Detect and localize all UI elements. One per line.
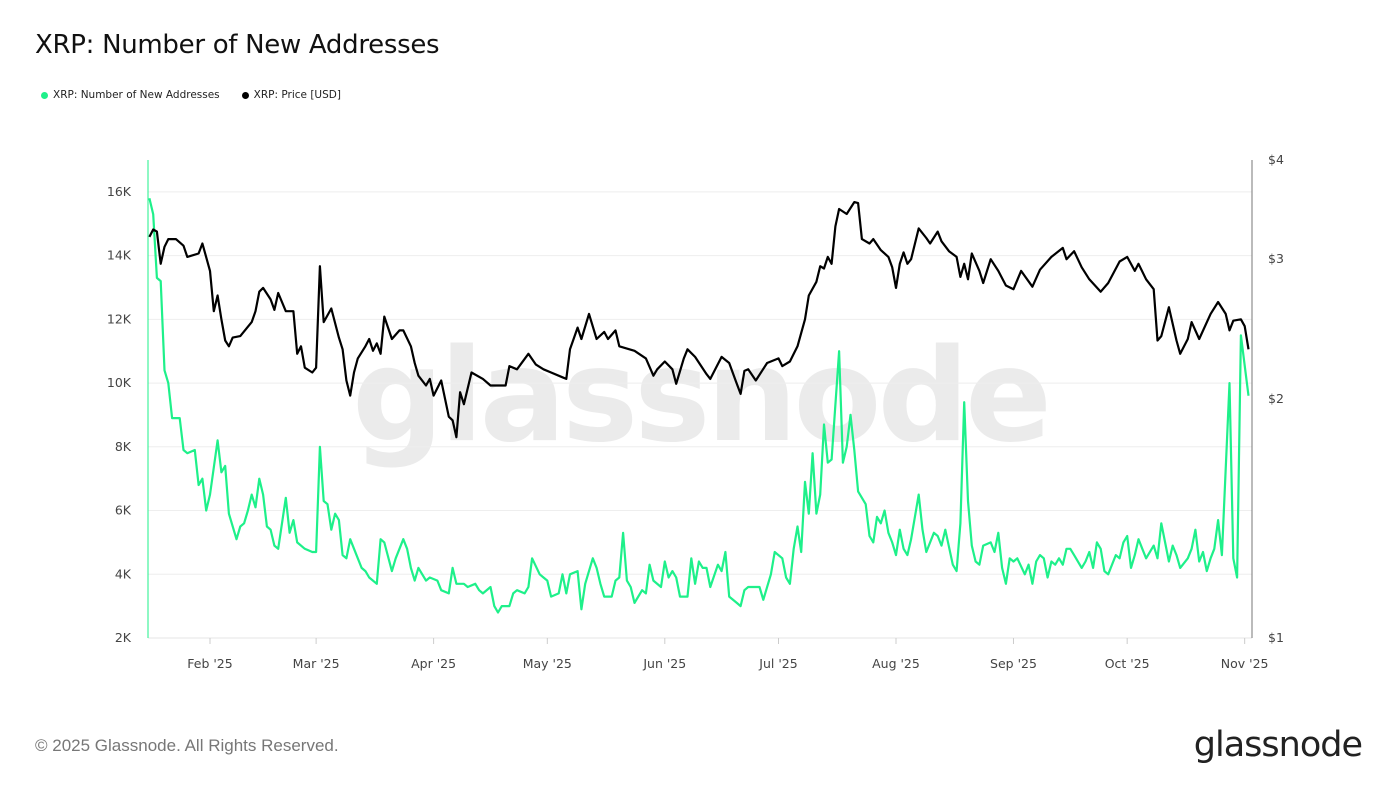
- left-axis-tick-label: 2K: [115, 630, 132, 645]
- x-axis-tick-label: Feb '25: [187, 656, 232, 671]
- right-axis-tick-label: $1: [1268, 630, 1284, 645]
- x-axis-tick-label: Nov '25: [1221, 656, 1269, 671]
- chart-title: XRP: Number of New Addresses: [35, 30, 440, 60]
- series-line-new-addresses: [148, 197, 1250, 614]
- series-line-price: [148, 201, 1250, 439]
- legend: XRP: Number of New Addresses XRP: Price …: [41, 89, 341, 101]
- left-axis-tick-label: 4K: [115, 566, 132, 581]
- left-axis-tick-label: 16K: [107, 184, 132, 199]
- watermark: glassnode: [352, 322, 1048, 471]
- left-axis-tick-label: 12K: [107, 311, 132, 326]
- right-axis-tick-label: $4: [1268, 152, 1284, 167]
- x-axis-tick-label: Sep '25: [990, 656, 1037, 671]
- legend-dot-green-icon: [41, 91, 48, 99]
- left-axis-tick-label: 10K: [107, 375, 132, 390]
- x-axis-tick-label: Aug '25: [872, 656, 920, 671]
- gridlines: [148, 191, 1252, 575]
- glassnode-logo[interactable]: glassnode: [1193, 725, 1363, 765]
- x-axis-tick-label: Mar '25: [293, 656, 340, 671]
- x-axis-tick-label: May '25: [523, 656, 572, 671]
- x-axis-tick-label: Oct '25: [1105, 656, 1150, 671]
- right-axis-tick-label: $2: [1268, 391, 1284, 406]
- x-axis-tick-label: Apr '25: [411, 656, 456, 671]
- copyright-footer: © 2025 Glassnode. All Rights Reserved.: [35, 736, 339, 755]
- legend-label: XRP: Number of New Addresses: [53, 89, 220, 101]
- legend-item-price[interactable]: XRP: Price [USD]: [241, 89, 341, 101]
- left-axis-tick-label: 14K: [107, 248, 132, 263]
- legend-dot-black-icon: [241, 91, 249, 99]
- left-axis-tick-label: 8K: [115, 439, 132, 454]
- axes: 2K 4K 6K 8K 10K 12K 14K 16K $1 $2 $3 $4 Feb '25 Mar '…: [107, 152, 1284, 671]
- right-axis-tick-label: $3: [1268, 251, 1284, 266]
- x-axis-tick-label: Jul '25: [758, 656, 797, 671]
- x-axis-tick-label: Jun '25: [642, 656, 686, 671]
- left-axis-tick-label: 6K: [115, 503, 132, 518]
- legend-item-new-addresses[interactable]: XRP: Number of New Addresses: [41, 89, 220, 101]
- legend-label: XRP: Price [USD]: [253, 89, 341, 101]
- series-lines: [148, 197, 1250, 614]
